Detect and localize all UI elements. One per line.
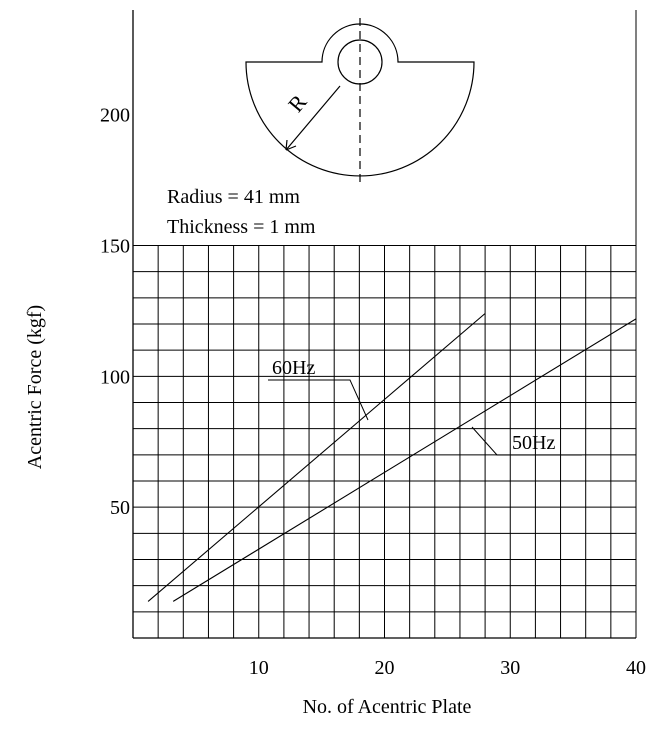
leader-50hz [471,426,582,456]
plate-outline [245,23,475,177]
x-tick-label: 10 [249,657,269,679]
y-tick-label: 150 [100,236,130,258]
x-tick-label: 30 [500,657,520,679]
y-tick-label: 50 [110,497,130,519]
radius-arrow-head [285,139,297,151]
x-tick-label: 20 [375,657,395,679]
y-tick-label: 200 [100,105,130,127]
x-tick-label: 40 [626,657,646,679]
chart-grid [133,245,637,638]
radius-annotation: Radius = 41 mm [167,186,300,208]
series-line-50hz [172,318,637,602]
y-tick-label: 100 [100,366,130,388]
series-label-50hz: 50Hz [512,432,555,454]
leader-60hz [268,379,369,421]
x-axis-label: No. of Acentric Plate [303,696,472,718]
y-axis-label: Acentric Force (kgf) [24,305,46,469]
radius-line [285,85,341,151]
series-line-60hz [147,313,486,602]
series-group [147,313,637,602]
series-label-60hz: 60Hz [272,357,315,379]
y-tick-labels: 50 100 150 200 [100,105,130,520]
x-tick-labels: 10 20 30 40 [249,657,646,679]
acentric-plate-diagram [245,18,475,186]
radius-symbol: R [283,89,312,117]
thickness-annotation: Thickness = 1 mm [167,216,316,238]
